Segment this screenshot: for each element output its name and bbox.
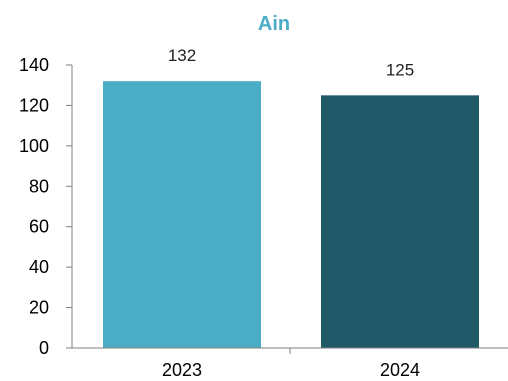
bar-2023 xyxy=(103,81,261,349)
bar-2024 xyxy=(321,95,479,348)
y-tick-label: 40 xyxy=(29,257,49,277)
y-tick-label: 60 xyxy=(29,217,49,237)
bars xyxy=(103,81,479,349)
data-labels: 132 125 xyxy=(168,46,414,79)
x-axis-ticks: 2023 2024 xyxy=(162,348,420,380)
x-tick-label-2024: 2024 xyxy=(380,360,420,380)
data-label-2023: 132 xyxy=(168,46,196,65)
y-tick-label: 120 xyxy=(19,95,49,115)
y-tick-label: 0 xyxy=(39,338,49,358)
y-tick-label: 20 xyxy=(29,298,49,318)
y-tick-label: 100 xyxy=(19,136,49,156)
data-label-2024: 125 xyxy=(386,60,414,79)
y-tick-label: 80 xyxy=(29,176,49,196)
y-tick-label: 140 xyxy=(19,55,49,75)
x-tick-label-2023: 2023 xyxy=(162,360,202,380)
y-axis-ticks: 0 20 40 60 80 100 120 140 xyxy=(19,55,72,358)
chart-title: Ain xyxy=(258,13,290,35)
